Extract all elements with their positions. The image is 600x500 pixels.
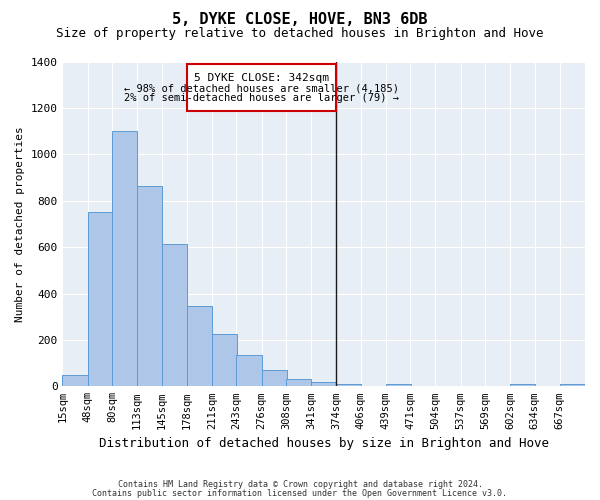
Text: Contains public sector information licensed under the Open Government Licence v3: Contains public sector information licen…: [92, 489, 508, 498]
X-axis label: Distribution of detached houses by size in Brighton and Hove: Distribution of detached houses by size …: [99, 437, 549, 450]
Bar: [386, 384, 411, 386]
Bar: [62, 374, 88, 386]
Bar: [212, 334, 237, 386]
Bar: [137, 186, 163, 386]
Bar: [236, 355, 262, 386]
Bar: [510, 384, 535, 386]
Y-axis label: Number of detached properties: Number of detached properties: [15, 126, 25, 322]
Bar: [262, 370, 287, 386]
Bar: [286, 380, 311, 386]
Text: ← 98% of detached houses are smaller (4,185): ← 98% of detached houses are smaller (4,…: [124, 84, 399, 94]
Bar: [560, 384, 585, 386]
Bar: [88, 212, 113, 386]
Bar: [311, 382, 336, 386]
Text: 2% of semi-detached houses are larger (79) →: 2% of semi-detached houses are larger (7…: [124, 93, 399, 103]
Text: Contains HM Land Registry data © Crown copyright and database right 2024.: Contains HM Land Registry data © Crown c…: [118, 480, 482, 489]
Text: Size of property relative to detached houses in Brighton and Hove: Size of property relative to detached ho…: [56, 28, 544, 40]
Text: 5 DYKE CLOSE: 342sqm: 5 DYKE CLOSE: 342sqm: [194, 72, 329, 83]
Text: 5, DYKE CLOSE, HOVE, BN3 6DB: 5, DYKE CLOSE, HOVE, BN3 6DB: [172, 12, 428, 28]
Bar: [336, 384, 361, 386]
Bar: [161, 244, 187, 386]
FancyBboxPatch shape: [187, 64, 336, 112]
Bar: [187, 306, 212, 386]
Bar: [112, 131, 137, 386]
